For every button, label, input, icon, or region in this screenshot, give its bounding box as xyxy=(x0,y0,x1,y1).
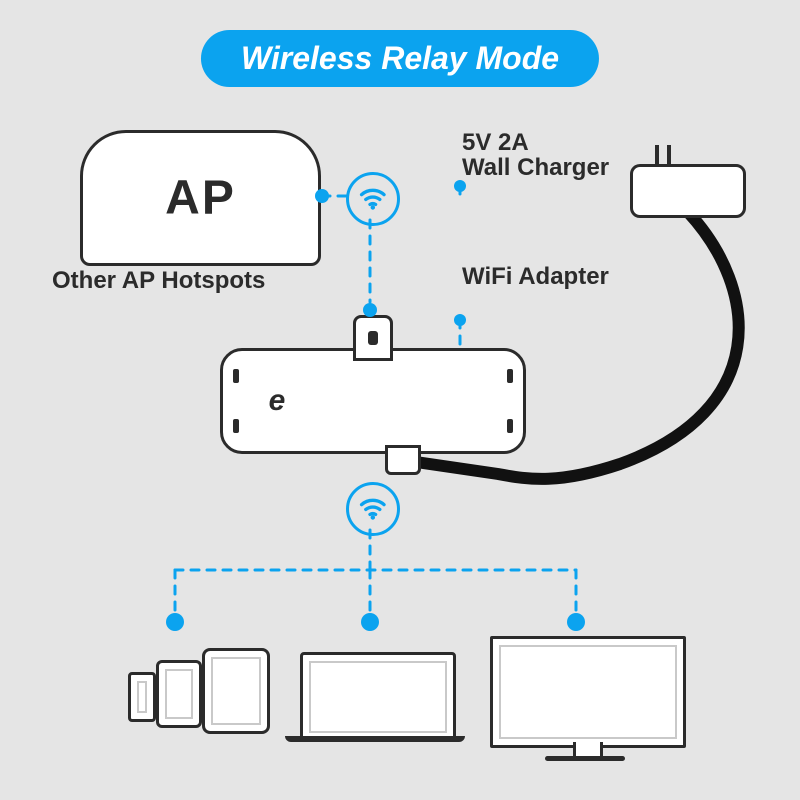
connector-dot xyxy=(361,613,379,631)
device-tablet xyxy=(202,648,270,734)
wall-charger-label-line2: Wall Charger xyxy=(462,154,609,181)
wall-charger xyxy=(630,164,746,218)
title-pill: Wireless Relay Mode xyxy=(201,30,599,87)
adapter-bottom-port xyxy=(385,445,421,475)
device-phone-small xyxy=(128,672,156,722)
wifi-icon xyxy=(346,482,400,536)
connector-dot xyxy=(567,613,585,631)
wifi-adapter-label: WiFi Adapter xyxy=(462,264,609,289)
laptop-base xyxy=(285,736,465,742)
ap-router: AP xyxy=(80,130,321,266)
device-monitor xyxy=(490,636,686,748)
connector-dot xyxy=(363,303,377,317)
wall-charger-label-line1: 5V 2A xyxy=(462,129,529,156)
device-phone-large xyxy=(156,660,202,728)
monitor-foot xyxy=(545,756,625,761)
ap-router-label: AP xyxy=(165,171,236,226)
connector-dot xyxy=(454,180,466,192)
connector-dot xyxy=(454,314,466,326)
wifi-icon xyxy=(346,172,400,226)
usb-plug-icon xyxy=(353,315,393,361)
wifi-adapter: e xyxy=(220,348,526,454)
connector-dot xyxy=(315,189,329,203)
wall-charger-label: 5V 2A Wall Charger xyxy=(462,130,609,180)
ap-hotspots-label: Other AP Hotspots xyxy=(52,268,265,293)
device-laptop xyxy=(300,652,456,742)
adapter-logo-icon: e xyxy=(269,384,286,418)
connector-dot xyxy=(166,613,184,631)
title-text: Wireless Relay Mode xyxy=(241,40,559,76)
